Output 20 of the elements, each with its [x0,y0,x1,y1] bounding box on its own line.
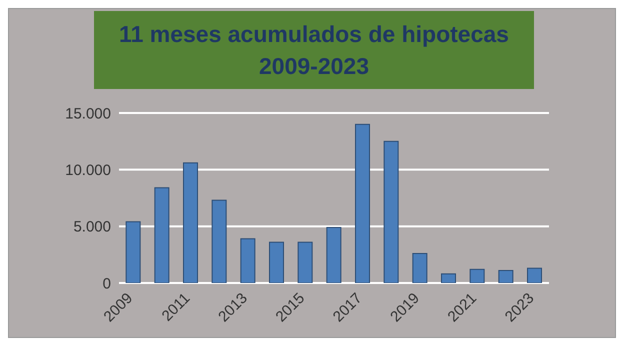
y-tick-label: 0 [102,275,111,292]
bar [154,187,170,283]
bar [441,273,456,283]
bar [498,270,514,283]
y-tick-label: 15.000 [65,105,111,122]
y-tick-label: 5.000 [73,218,111,236]
y-tick-label: 10.000 [65,162,111,179]
bar [326,226,342,283]
bar [212,200,227,283]
bar [183,162,198,283]
bar [470,268,485,283]
chart-title: 11 meses acumulados de hipotecas 2009-2023 [118,20,510,81]
bar [298,242,313,283]
bar [355,124,370,283]
bar [527,268,542,283]
bar [126,221,141,283]
bar [384,140,399,283]
bar [412,253,428,283]
bar [240,238,256,283]
bar [269,242,284,283]
